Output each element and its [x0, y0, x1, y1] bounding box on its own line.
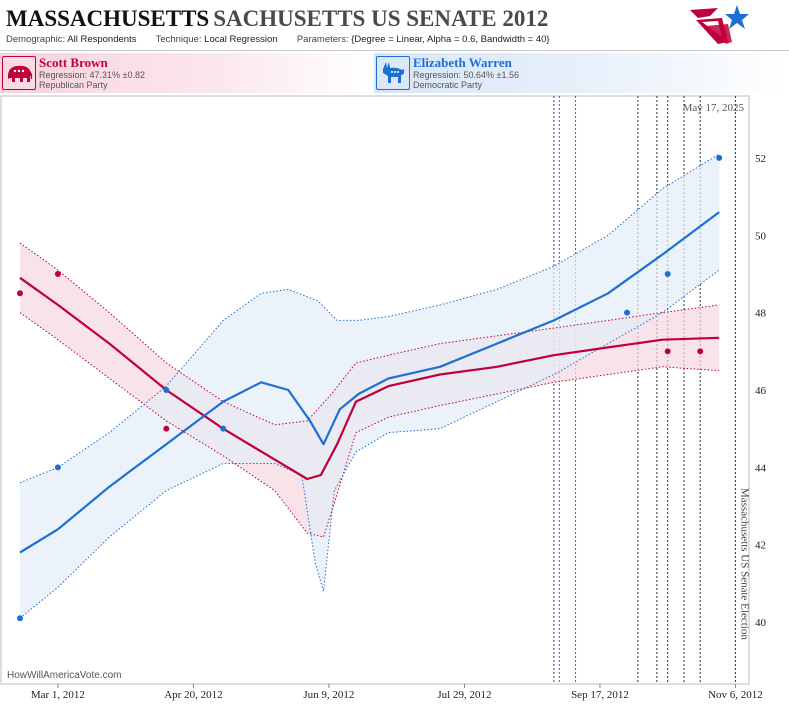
poll-point — [716, 154, 723, 161]
title-state: MASSACHUSETTS — [6, 6, 210, 31]
parameters-label: Parameters: — [296, 34, 349, 45]
candidate-card-warren: Elizabeth Warren Regression: 50.64% ±1.5… — [374, 53, 789, 93]
poll-point — [697, 348, 704, 355]
x-tick-label: Mar 1, 2012 — [31, 689, 85, 701]
regression-line — [19, 276, 720, 481]
candidate-party: Democratic Party — [413, 80, 483, 90]
poll-point — [54, 464, 61, 471]
poll-point — [16, 615, 23, 622]
site-logo — [690, 5, 749, 44]
poll-point — [624, 309, 631, 316]
technique-value: Local Regression — [204, 34, 278, 45]
header-divider — [0, 50, 789, 51]
election-marker-label: Massachusetts US Senate Election — [738, 488, 750, 640]
parameters-value: {Degree = Linear, Alpha = 0.6, Bandwidth… — [351, 34, 550, 45]
poll-point — [163, 387, 170, 393]
poll-point — [664, 348, 671, 355]
poll-point — [163, 425, 170, 432]
watermark: HowWillAmericaVote.com — [7, 670, 121, 681]
y-tick-label: 48 — [755, 308, 767, 320]
candidate-regression: Regression: 47.31% ±0.82 — [39, 70, 146, 80]
y-tick-label: 40 — [755, 617, 767, 629]
y-tick-label: 52 — [755, 153, 766, 165]
upper-bound-line — [19, 153, 720, 484]
poll-point — [664, 270, 671, 277]
candidate-card-brown: Scott Brown Regression: 47.31% ±0.82 Rep… — [0, 53, 374, 93]
y-tick-label: 50 — [755, 230, 767, 242]
poll-point — [220, 425, 227, 432]
donkey-icon — [376, 56, 410, 90]
upper-bound-line — [19, 242, 720, 426]
demographic-value: All Respondents — [67, 34, 137, 45]
technique-label: Technique: — [155, 34, 202, 45]
title-race: SACHUSETTS US SENATE 2012 — [213, 6, 549, 31]
elephant-icon — [2, 56, 36, 90]
y-tick-label: 42 — [755, 540, 766, 552]
chart-title: MASSACHUSETTS SACHUSETTS US SENATE 2012 — [6, 6, 548, 34]
regression-line — [19, 211, 720, 554]
demographic-label: Demographic: — [6, 34, 66, 45]
chart-date-label: May 17, 2025 — [683, 102, 745, 114]
candidate-party: Republican Party — [39, 80, 108, 90]
y-tick-label: 44 — [755, 462, 767, 474]
candidate-regression: Regression: 50.64% ±1.56 — [413, 70, 520, 80]
poll-point — [16, 290, 23, 297]
y-tick-label: 46 — [755, 385, 767, 397]
x-tick-label: Nov 6, 2012 — [708, 689, 763, 701]
lower-bound-line — [19, 269, 720, 619]
x-tick-label: Jul 29, 2012 — [437, 689, 491, 701]
meta-row: Demographic: All Respondents Technique: … — [6, 34, 550, 45]
x-tick-label: Jun 9, 2012 — [303, 689, 354, 701]
candidate-name: Scott Brown — [39, 55, 108, 70]
x-tick-label: Sep 17, 2012 — [571, 689, 629, 701]
confidence-band — [20, 154, 720, 619]
candidate-name: Elizabeth Warren — [413, 55, 512, 70]
x-tick-label: Apr 20, 2012 — [164, 689, 222, 701]
poll-point — [54, 270, 61, 277]
lower-bound-line — [19, 312, 720, 538]
